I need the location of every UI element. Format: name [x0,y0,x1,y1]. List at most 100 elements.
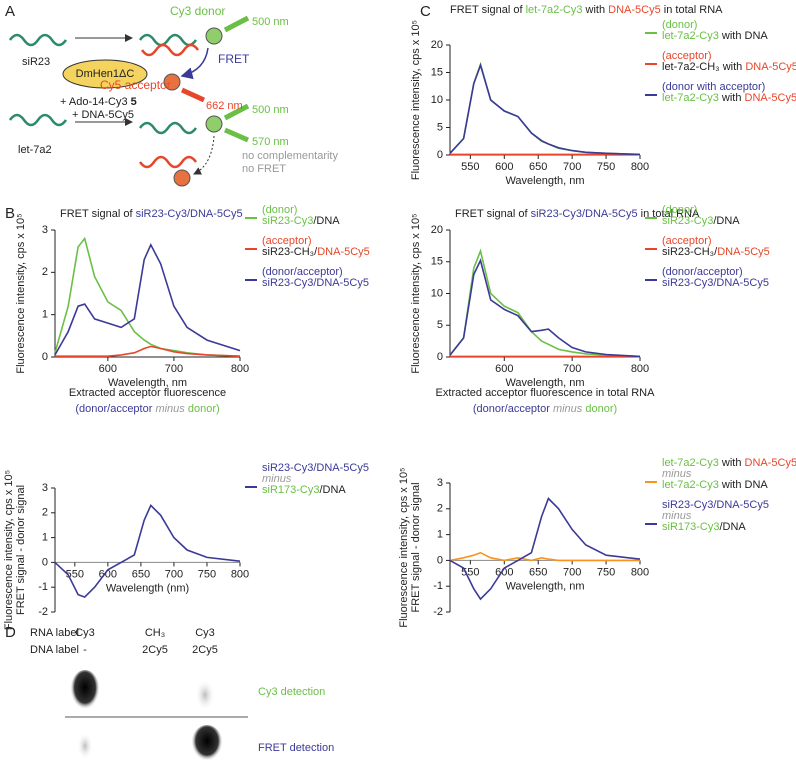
y-tick-label: 15 [431,66,443,78]
lane-label: 2Cy5 [142,644,168,656]
legend-text: siR23-Cy3/DNA [262,215,340,227]
lane-label: Cy3 [195,627,215,639]
legend-text: DNA-5Cy5 [745,92,796,104]
y-axis-label: Fluorescence intensity, cps x 10⁵ [3,470,15,630]
gel-label: Cy3 detection [258,686,325,698]
chart-title: siR23-Cy3/DNA-5Cy5 [136,208,243,220]
legend-text: siR23-Cy3/DNA-5Cy5 [662,277,769,289]
chart-title: (donor/acceptor minus donor) [473,403,617,415]
series-line [449,258,641,358]
chart-title: donor) [582,403,617,415]
chart-title: FRET signal of [450,4,526,16]
x-tick-label: 650 [529,566,547,578]
legend-text: siR23-Cy3/DNA-5Cy5 [262,462,369,474]
legend-text: minus [262,473,292,485]
x-tick-label: 750 [597,161,615,173]
y-tick-label: 0 [42,556,48,568]
legend-text: (donor with acceptor) [662,81,765,93]
series-line [54,236,241,357]
legend-text: (acceptor) [262,235,312,247]
legend-text: siR23-CH₃/ [262,246,318,258]
y-axis-label: Fluorescence intensity, cps x 10⁵ [398,467,410,627]
legend-text: with [719,92,745,104]
y-tick-label: 2 [42,266,48,278]
y-tick-label: 0 [437,554,443,566]
y-tick-label: 2 [437,503,443,515]
legend-text: siR23-Cy3/DNA-5Cy5 [662,277,769,289]
legend-text: with [719,457,745,469]
legend-text: siR23-CH₃/ [662,246,718,258]
y-tick-label: -1 [38,581,48,593]
legend-text: (donor/acceptor) [262,266,343,278]
legend-text: DNA-5Cy5 [717,246,770,258]
x-axis-label: Wavelength (nm) [106,582,189,594]
legend-text: (donor) [262,204,297,216]
gel-image [65,670,248,765]
series-line [449,497,641,601]
panel-letter: A [5,3,15,20]
x-tick-label: 800 [231,363,249,375]
legend-text: /DNA [719,521,746,533]
legend-text: let-7a2-Cy3 [662,479,719,491]
x-tick-label: 750 [198,568,216,580]
chart-title: FRET signal of [60,208,136,220]
label: 662 nm [206,100,243,112]
chart-title: FRET signal of siR23-Cy3/DNA-5Cy5 [60,208,243,220]
gel-label: RNA label [30,627,79,639]
legend-text: DNA-5Cy5 [745,61,796,73]
legend-text: let-7a2-Cy3 with DNA-5Cy5 [662,92,796,104]
x-tick-label: 650 [132,568,150,580]
x-tick-label: 550 [461,566,479,578]
y-tick-label: 20 [431,224,443,236]
lane-label: Cy3 [75,627,95,639]
x-tick-label: 800 [631,566,649,578]
panel-letter: C [420,3,431,20]
legend-text: siR23-Cy3/DNA [662,215,740,227]
label: no complementarity [242,150,338,162]
legend-text: (donor/acceptor) [662,266,743,278]
chart-title: FRET signal of [455,208,531,220]
label: 500 nm [252,16,289,28]
chart-title: Extracted acceptor fluorescence in total… [436,387,656,399]
legend-text: (acceptor) [662,235,712,247]
legend-text: let-7a2-Cy3 with DNA [662,30,768,42]
legend-text: minus [662,510,692,522]
label: + DNA-5Cy5 [72,109,134,121]
label: 5 [131,96,137,108]
series-line [449,62,641,156]
label: DmHen1ΔC [76,68,135,80]
legend-text: minus [662,468,692,480]
legend-text: siR23-CH₃/DNA-5Cy5 [662,246,770,258]
legend-text: /DNA [713,215,740,227]
schematic [8,15,250,187]
chart-title: (donor/acceptor [473,403,553,415]
legend-text: minus [662,510,692,522]
x-tick-label: 800 [231,568,249,580]
chart-title: (donor/acceptor minus donor) [75,403,219,415]
y-tick-label: 10 [431,287,443,299]
series-line [449,61,641,156]
chart-title: Extracted acceptor fluorescence [69,387,226,399]
label: Cy5 acceptor [100,78,171,92]
x-tick-label: 750 [597,566,615,578]
y-axis-label: Fluorescence intensity, cps x 10⁵ [15,213,27,373]
chart-title: donor) [185,403,220,415]
label: + Ado-14-Cy3 5 [60,96,137,108]
x-tick-label: 800 [631,363,649,375]
x-tick-label: 550 [461,161,479,173]
legend-text: minus [662,468,692,480]
legend-text: (donor) [662,19,697,31]
legend-text: with DNA [719,479,769,491]
legend-text: (donor) [662,204,697,216]
y-tick-label: 1 [42,309,48,321]
panel-letter: D [5,624,16,641]
x-axis-label: Wavelength, nm [108,377,187,389]
y-tick-label: 0 [42,351,48,363]
x-tick-label: 700 [563,363,581,375]
y-tick-label: 5 [437,319,443,331]
legend-text: (acceptor) [662,50,712,62]
x-tick-label: 600 [99,363,117,375]
legend-text: siR23-CH₃/DNA-5Cy5 [262,246,370,258]
x-tick-label: 650 [529,161,547,173]
